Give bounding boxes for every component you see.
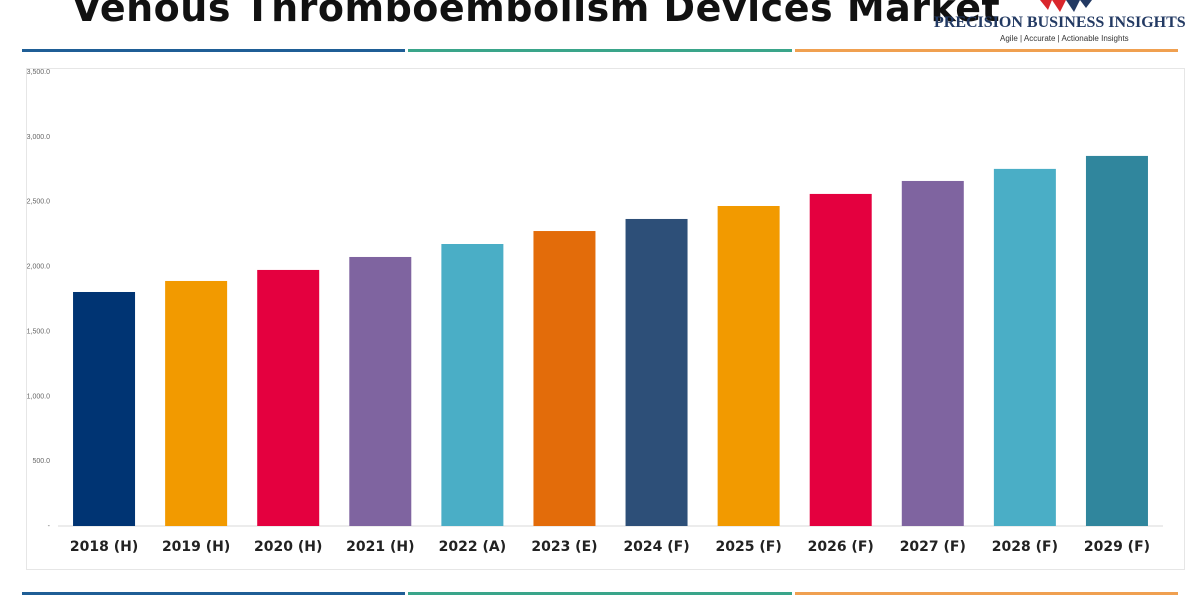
page-title: Venous Thromboembolism Devices Market — [72, 0, 1001, 30]
bar — [809, 193, 872, 526]
bottom-rule-orange — [795, 592, 1178, 595]
y-tick-label: 3,000.0 — [27, 134, 50, 141]
bar — [349, 256, 412, 526]
y-tick-label: - — [48, 523, 51, 530]
x-tick-label: 2024 (F) — [623, 539, 689, 555]
bar — [717, 205, 780, 526]
bar — [1085, 155, 1148, 526]
bar — [625, 218, 688, 526]
x-tick-label: 2029 (F) — [1084, 539, 1150, 555]
x-tick-label: 2019 (H) — [162, 539, 230, 555]
y-tick-label: 2,500.0 — [27, 199, 50, 206]
x-tick-label: 2025 (F) — [716, 539, 782, 555]
top-rule-green — [408, 49, 792, 52]
x-tick-label: 2026 (F) — [808, 539, 874, 555]
y-tick-label: 1,500.0 — [27, 328, 50, 335]
x-tick-label: 2022 (A) — [439, 539, 506, 555]
x-tick-label: 2020 (H) — [254, 539, 322, 555]
bar — [533, 231, 596, 526]
x-tick-label: 2021 (H) — [346, 539, 414, 555]
bar — [441, 244, 504, 526]
bar — [993, 168, 1056, 526]
bar — [73, 291, 136, 526]
y-tick-label: 2,000.0 — [27, 264, 50, 271]
x-tick-label: 2023 (E) — [531, 539, 597, 555]
y-tick-label: 3,500.0 — [27, 69, 50, 76]
logo: PRECISION BUSINESS INSIGHTS Agile | Accu… — [930, 0, 1200, 48]
bar — [165, 280, 228, 526]
logo-mark-icon — [1040, 0, 1092, 12]
x-tick-label: 2018 (H) — [70, 539, 138, 555]
logo-name: PRECISION BUSINESS INSIGHTS — [934, 14, 1186, 31]
top-rule-orange — [795, 49, 1178, 52]
top-rule-blue — [22, 49, 405, 52]
logo-tagline: Agile | Accurate | Actionable Insights — [1000, 34, 1129, 43]
y-tick-label: 500.0 — [32, 458, 50, 465]
bar — [257, 269, 320, 526]
chart-area — [26, 68, 1185, 570]
x-tick-label: 2028 (F) — [992, 539, 1058, 555]
bar — [901, 180, 964, 526]
x-tick-label: 2027 (F) — [900, 539, 966, 555]
bottom-rule-green — [408, 592, 792, 595]
y-tick-label: 1,000.0 — [27, 393, 50, 400]
bottom-rule-blue — [22, 592, 405, 595]
